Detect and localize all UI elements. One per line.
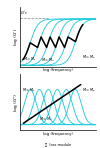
Text: Ⓐ  conservation module: Ⓐ conservation module — [37, 77, 79, 81]
Text: $M=M_0$: $M=M_0$ — [39, 116, 53, 123]
Y-axis label: log (G"): log (G") — [14, 94, 18, 111]
X-axis label: log (frequency): log (frequency) — [43, 68, 73, 72]
Text: $G'_e$: $G'_e$ — [20, 10, 28, 17]
Text: Ⓑ  loss module: Ⓑ loss module — [45, 143, 71, 147]
Text: $M=M_e$: $M=M_e$ — [82, 86, 96, 94]
Text: $M=M_s$: $M=M_s$ — [22, 86, 36, 94]
Text: $M=M_s$: $M=M_s$ — [23, 55, 36, 63]
Y-axis label: log (G'): log (G') — [14, 29, 18, 45]
Text: $M=M_0$: $M=M_0$ — [41, 57, 54, 64]
X-axis label: log (frequency): log (frequency) — [43, 132, 73, 136]
Text: $M=M_e$: $M=M_e$ — [82, 54, 96, 61]
